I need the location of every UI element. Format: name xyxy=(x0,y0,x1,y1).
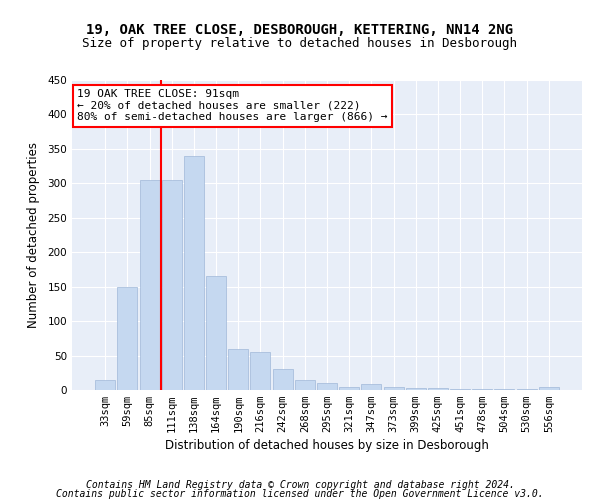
Text: Size of property relative to detached houses in Desborough: Size of property relative to detached ho… xyxy=(83,38,517,51)
Bar xyxy=(428,388,448,390)
Bar xyxy=(361,384,382,390)
Bar xyxy=(317,383,337,390)
Text: Contains public sector information licensed under the Open Government Licence v3: Contains public sector information licen… xyxy=(56,489,544,499)
Bar xyxy=(450,388,470,390)
Bar xyxy=(406,388,426,390)
X-axis label: Distribution of detached houses by size in Desborough: Distribution of detached houses by size … xyxy=(165,440,489,452)
Bar xyxy=(184,156,204,390)
Text: 19, OAK TREE CLOSE, DESBOROUGH, KETTERING, NN14 2NG: 19, OAK TREE CLOSE, DESBOROUGH, KETTERIN… xyxy=(86,22,514,36)
Bar xyxy=(95,380,115,390)
Bar xyxy=(162,180,182,390)
Bar xyxy=(295,380,315,390)
Bar xyxy=(118,286,137,390)
Bar xyxy=(228,348,248,390)
Text: Contains HM Land Registry data © Crown copyright and database right 2024.: Contains HM Land Registry data © Crown c… xyxy=(86,480,514,490)
Bar xyxy=(206,276,226,390)
Bar xyxy=(140,180,160,390)
Bar xyxy=(539,387,559,390)
Y-axis label: Number of detached properties: Number of detached properties xyxy=(28,142,40,328)
Bar xyxy=(250,352,271,390)
Bar xyxy=(383,386,404,390)
Bar xyxy=(339,386,359,390)
Text: 19 OAK TREE CLOSE: 91sqm
← 20% of detached houses are smaller (222)
80% of semi-: 19 OAK TREE CLOSE: 91sqm ← 20% of detach… xyxy=(77,90,388,122)
Bar xyxy=(272,370,293,390)
